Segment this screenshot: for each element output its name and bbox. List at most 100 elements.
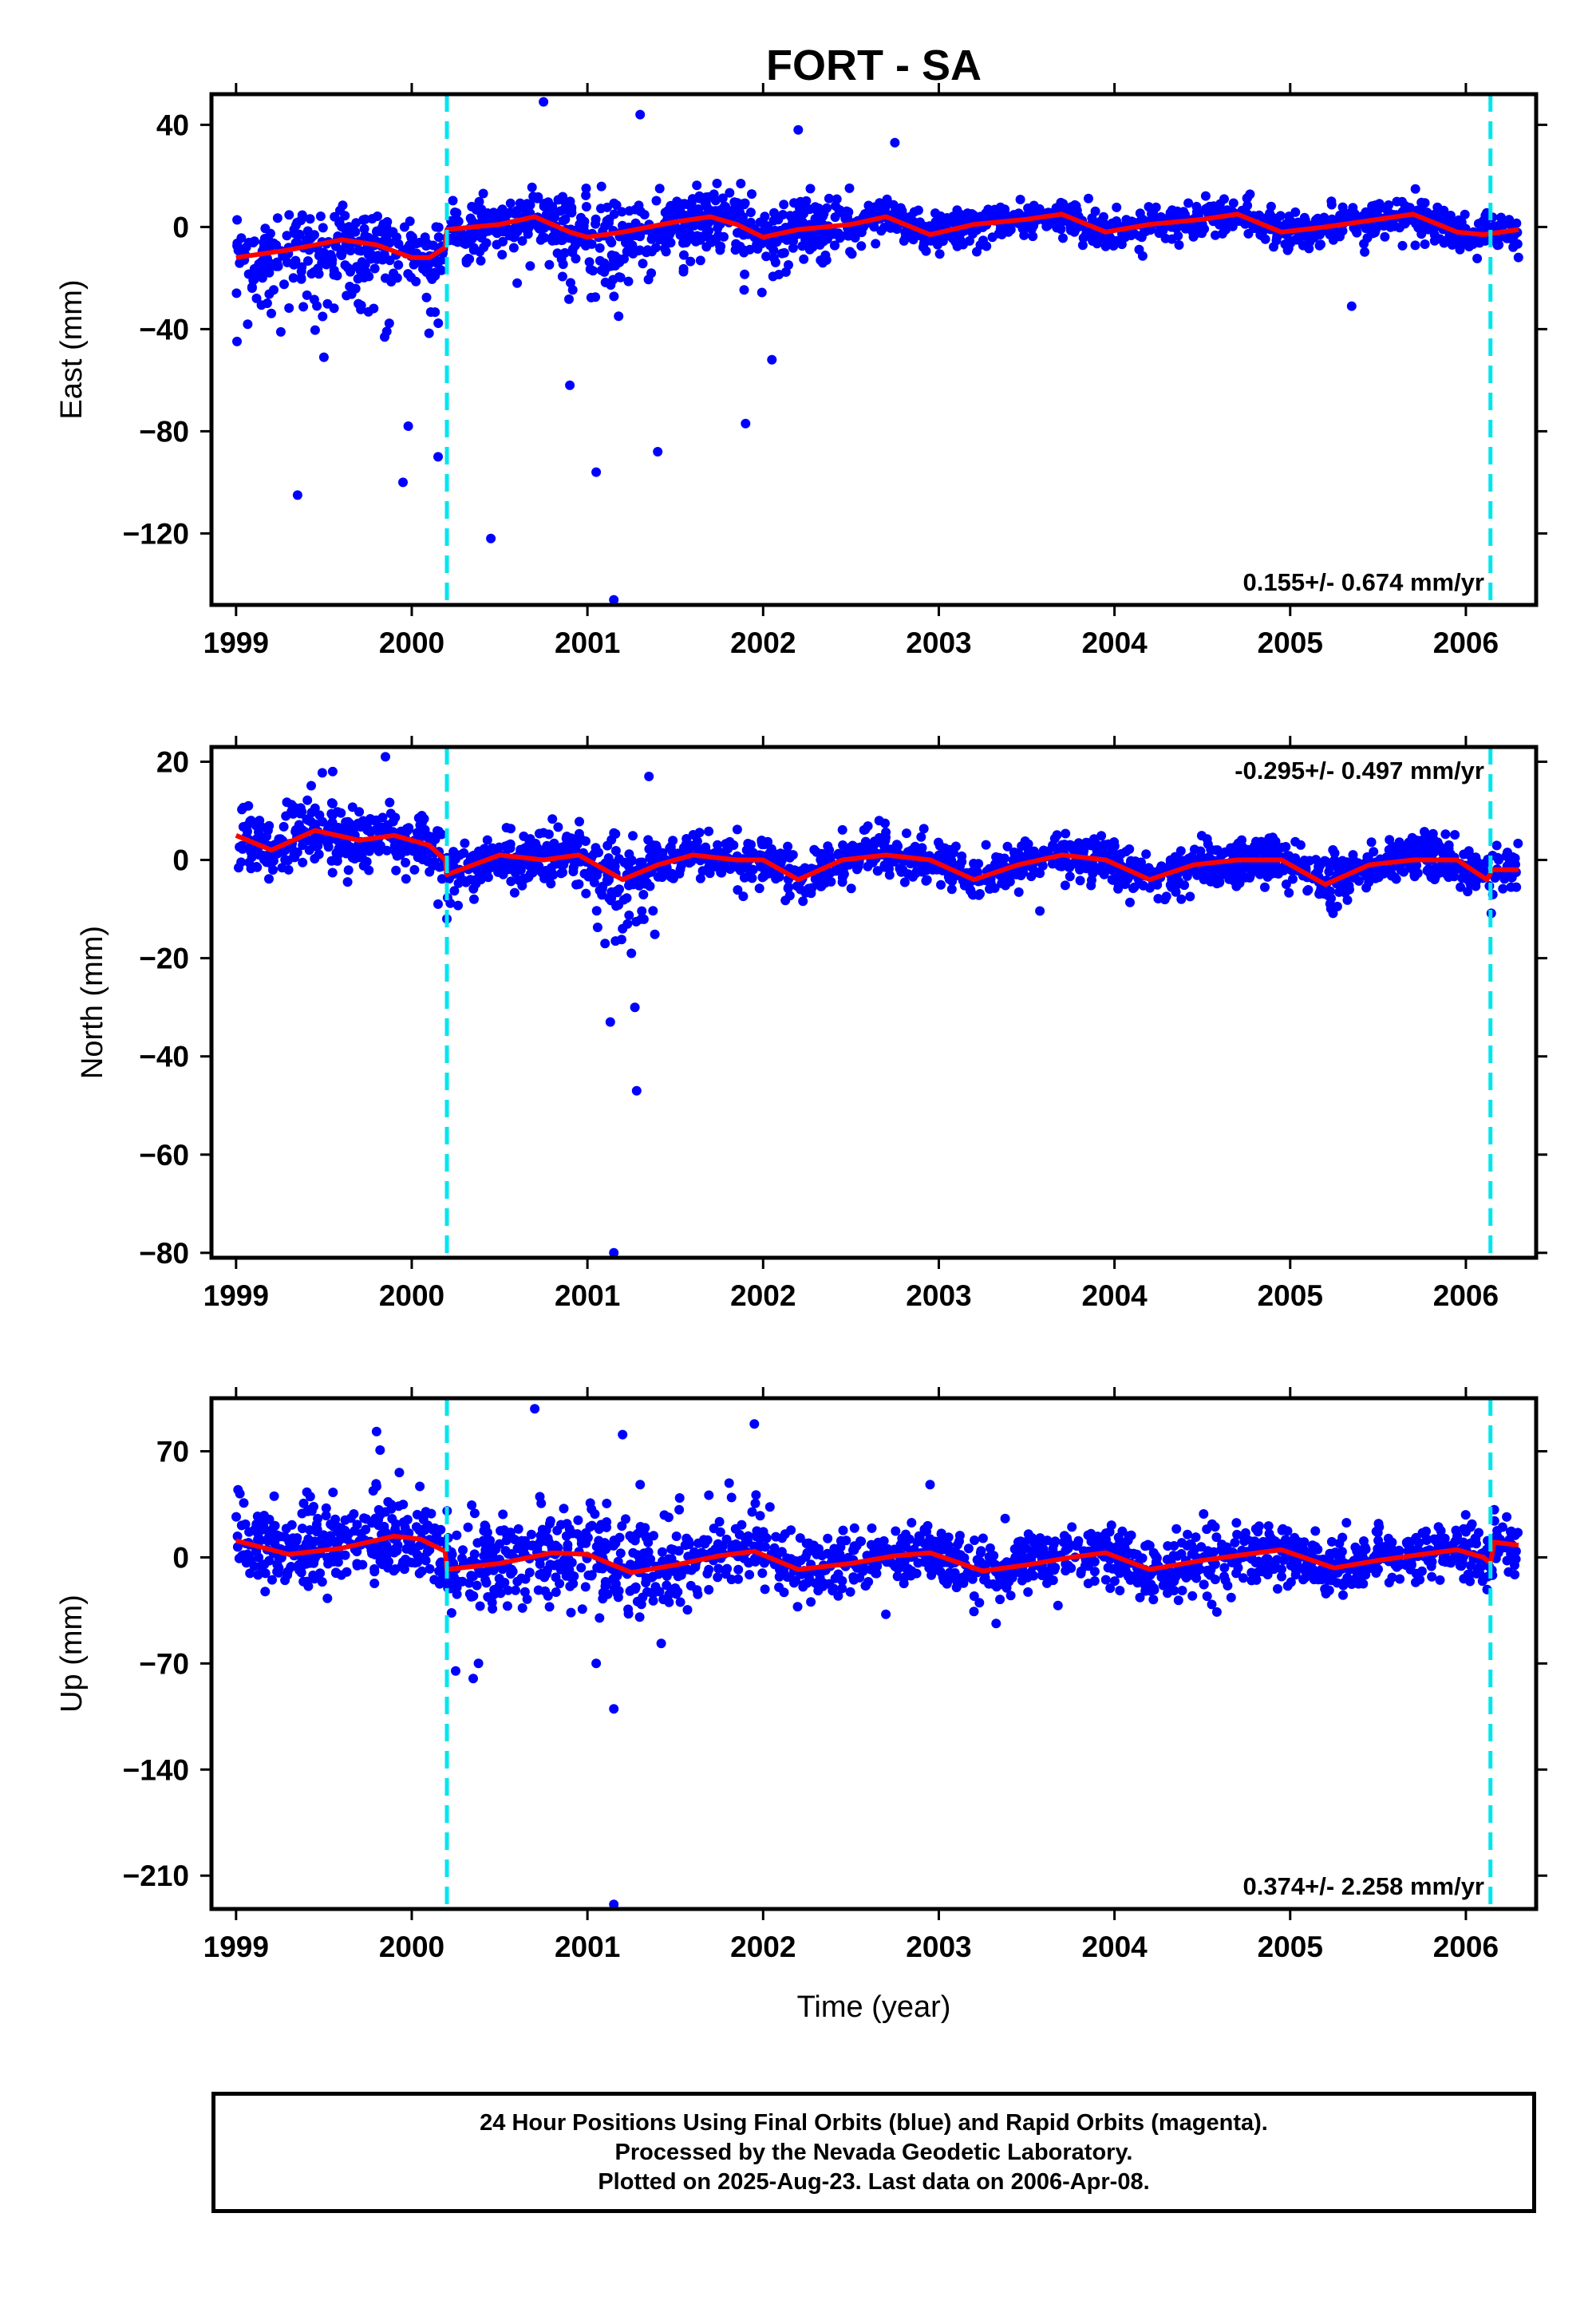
up-data-point (464, 1578, 474, 1588)
up-data-point (561, 1560, 571, 1571)
east-data-point (913, 205, 923, 215)
north-data-point (1311, 855, 1321, 865)
north-data-point (521, 844, 531, 854)
north-data-point (1002, 841, 1013, 852)
north-data-point (448, 847, 459, 857)
up-data-point (264, 1531, 274, 1542)
east-data-point (461, 258, 472, 268)
east-data-point (1029, 205, 1039, 215)
up-data-point (336, 1570, 346, 1580)
north-data-point (549, 846, 559, 856)
north-data-point (1050, 858, 1060, 868)
east-data-point (732, 198, 742, 208)
north-data-point (837, 877, 847, 887)
north-data-point (1035, 906, 1045, 916)
north-data-point (1073, 847, 1083, 856)
up-data-point (496, 1588, 506, 1599)
east-data-point (1154, 228, 1164, 239)
north-data-point (401, 846, 412, 856)
north-data-point (1279, 863, 1290, 873)
east-outlier-point (609, 595, 619, 605)
east-data-point (296, 267, 306, 277)
north-outlier-point (609, 1247, 619, 1258)
east-data-point (232, 215, 243, 225)
north-data-point (987, 883, 998, 893)
east-data-point (1084, 193, 1093, 204)
east-data-point (646, 234, 657, 244)
east-frame (209, 92, 1539, 607)
east-x-tick-label: 2003 (906, 626, 971, 659)
east-data-point (719, 231, 729, 242)
north-data-point (1026, 871, 1037, 882)
up-data-point (392, 1546, 402, 1556)
north-y-tick-label: 20 (156, 745, 189, 778)
east-data-point (303, 256, 313, 266)
east-data-point (685, 256, 696, 267)
east-data-point (1328, 227, 1338, 238)
up-data-point (333, 1527, 343, 1537)
up-data-point (251, 1522, 262, 1532)
north-data-point (902, 828, 911, 839)
up-data-point (372, 1548, 382, 1559)
east-data-point (539, 201, 549, 211)
north-y-tick-label: −60 (139, 1139, 189, 1172)
up-data-point (259, 1521, 269, 1531)
north-data-point (867, 844, 878, 854)
up-data-point (643, 1537, 654, 1547)
north-data-point (1444, 872, 1454, 883)
north-data-point (713, 840, 723, 850)
north-x-tick-label: 2000 (379, 1279, 444, 1312)
east-data-point (609, 291, 619, 302)
up-data-point (371, 1481, 381, 1492)
north-data-point (966, 885, 976, 895)
north-data-point (1435, 841, 1445, 852)
north-data-point (1057, 840, 1068, 850)
east-data-point (581, 202, 591, 211)
east-data-point (808, 229, 817, 239)
east-data-point (510, 208, 520, 219)
up-data-point (585, 1498, 595, 1508)
north-data-point (648, 906, 658, 916)
east-data-point (792, 210, 802, 220)
north-data-point (306, 808, 317, 818)
north-data-point (302, 795, 313, 805)
east-data-point (1496, 212, 1506, 223)
east-data-point (433, 318, 444, 328)
north-data-point (313, 840, 323, 851)
east-data-point (581, 190, 591, 200)
east-data-point (314, 251, 324, 261)
up-data-point (681, 1533, 692, 1543)
east-data-point (392, 232, 401, 243)
east-data-point (960, 215, 970, 225)
east-data-point (634, 245, 645, 255)
east-data-point (617, 207, 627, 217)
east-data-point (267, 259, 277, 269)
up-data-point (269, 1491, 279, 1501)
north-data-point (1260, 882, 1270, 892)
up-data-point (488, 1603, 498, 1614)
up-data-point (715, 1527, 725, 1537)
up-data-point (375, 1445, 385, 1455)
east-data-point (523, 223, 534, 232)
north-data-point (1386, 869, 1396, 879)
east-data-point (482, 215, 492, 225)
east-data-point (289, 259, 299, 270)
north-data-point (391, 865, 401, 875)
east-data-point (309, 294, 319, 305)
north-data-point (1080, 858, 1090, 868)
east-data-point (614, 311, 624, 322)
north-data-point (465, 853, 476, 864)
up-data-point (1115, 1586, 1125, 1595)
east-data-point (665, 229, 675, 239)
up-data-point (431, 1535, 441, 1545)
east-data-point (696, 221, 706, 231)
east-data-point (867, 209, 878, 219)
east-data-point (1272, 213, 1282, 223)
north-data-point (592, 923, 602, 932)
up-data-point (321, 1511, 331, 1521)
up-data-point (475, 1601, 485, 1611)
north-outlier-point (600, 939, 610, 949)
east-data-point (1328, 235, 1338, 245)
up-data-point (704, 1490, 714, 1500)
east-data-point (232, 336, 242, 346)
